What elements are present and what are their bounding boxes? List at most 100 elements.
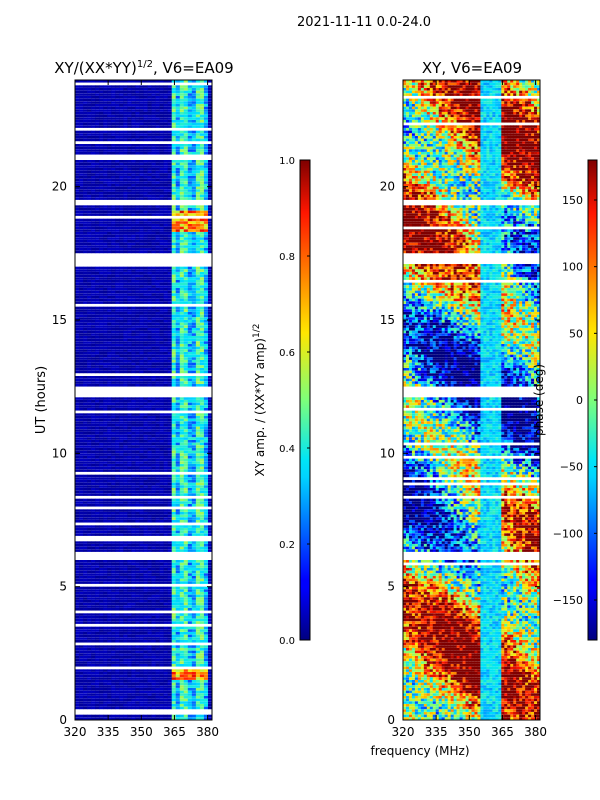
heatmap-cell: [187, 282, 193, 286]
heatmap-cell: [127, 146, 132, 150]
heatmap-cell: [179, 162, 185, 166]
heatmap-cell: [187, 368, 193, 371]
heatmap-cell: [167, 234, 173, 238]
heatmap-cell: [163, 90, 169, 94]
heatmap-cell: [79, 208, 84, 211]
heatmap-cell: [203, 448, 209, 451]
heatmap-cell: [155, 509, 160, 512]
heatmap-cell: [199, 298, 205, 302]
heatmap-cell: [187, 101, 193, 104]
heatmap-cell: [79, 168, 84, 171]
heatmap-cell: [171, 162, 177, 166]
heatmap-cell: [123, 317, 128, 320]
heatmap-cell: [115, 480, 120, 483]
heatmap-cell: [207, 336, 213, 339]
heatmap-cell: [167, 114, 173, 118]
heatmap-cell: [199, 192, 205, 195]
heatmap-cell: [95, 381, 100, 384]
heatmap-cell: [87, 277, 92, 280]
heatmap-cell: [107, 509, 112, 512]
heatmap-cell: [179, 130, 185, 134]
heatmap-cell: [147, 298, 152, 302]
heatmap-cell: [151, 384, 156, 387]
heatmap-cell: [111, 101, 116, 104]
heatmap-cell: [147, 493, 152, 496]
heatmap-cell: [119, 93, 124, 96]
heatmap-cell: [179, 528, 185, 531]
heatmap-cell: [167, 269, 173, 272]
heatmap-cell: [87, 528, 92, 531]
heatmap-cell: [123, 80, 128, 83]
heatmap-cell: [123, 488, 128, 491]
heatmap-cell: [131, 90, 136, 94]
heatmap-cell: [139, 384, 144, 387]
heatmap-cell: [159, 282, 164, 286]
heatmap-cell: [151, 333, 156, 336]
heatmap-cell: [171, 240, 177, 243]
heatmap-cell: [187, 232, 193, 235]
heatmap-cell: [123, 288, 128, 291]
heatmap-cell: [155, 474, 160, 478]
heatmap-cell: [103, 429, 108, 432]
heatmap-cell: [195, 416, 201, 419]
heatmap-cell: [151, 453, 156, 456]
heatmap-cell: [187, 306, 193, 310]
heatmap-cell: [79, 378, 84, 382]
heatmap-cell: [179, 381, 185, 384]
heatmap-cell: [175, 245, 181, 248]
heatmap-cell: [103, 453, 108, 456]
heatmap-cell: [111, 370, 116, 374]
heatmap-cell: [127, 378, 132, 382]
heatmap-cell: [171, 322, 177, 326]
heatmap-cell: [75, 533, 80, 536]
heatmap-cell: [135, 397, 140, 400]
heatmap-cell: [143, 474, 148, 478]
heatmap-cell: [107, 149, 112, 152]
heatmap-cell: [207, 349, 213, 352]
heatmap-cell: [139, 397, 144, 400]
heatmap-cell: [127, 296, 132, 299]
heatmap-cell: [111, 96, 116, 99]
heatmap-cell: [107, 328, 112, 331]
heatmap-cell: [115, 104, 120, 107]
heatmap-cell: [91, 186, 96, 190]
heatmap-cell: [79, 434, 84, 438]
heatmap-cell: [83, 520, 88, 523]
heatmap-cell: [119, 213, 124, 216]
heatmap-cell: [179, 469, 185, 472]
heatmap-cell: [107, 290, 112, 294]
heatmap-cell: [119, 138, 124, 142]
heatmap-cell: [143, 448, 148, 451]
heatmap-cell: [95, 90, 100, 94]
heatmap-cell: [99, 146, 104, 150]
heatmap-cell: [83, 269, 88, 272]
heatmap-cell: [139, 488, 144, 491]
heatmap-cell: [159, 514, 164, 518]
heatmap-cell: [183, 469, 189, 472]
heatmap-cell: [147, 346, 152, 350]
heatmap-cell: [75, 344, 80, 347]
heatmap-cell: [163, 282, 169, 286]
heatmap-cell: [207, 122, 213, 126]
heatmap-cell: [191, 282, 197, 286]
heatmap-cell: [183, 242, 189, 246]
heatmap-cell: [171, 186, 177, 190]
heatmap-cell: [91, 437, 96, 440]
heatmap-cell: [131, 437, 136, 440]
heatmap-cell: [103, 178, 108, 182]
heatmap-cell: [203, 192, 209, 195]
heatmap-cell: [207, 280, 213, 283]
heatmap-cell: [91, 528, 96, 531]
heatmap-cell: [191, 149, 197, 152]
heatmap-cell: [199, 229, 205, 232]
heatmap-cell: [195, 240, 201, 243]
heatmap-cell: [119, 354, 124, 358]
heatmap-cell: [83, 448, 88, 451]
heatmap-cell: [95, 168, 100, 171]
heatmap-cell: [163, 290, 169, 294]
heatmap-cell: [187, 226, 193, 230]
heatmap-cell: [107, 165, 112, 168]
heatmap-cell: [119, 501, 124, 504]
heatmap-cell: [123, 349, 128, 352]
heatmap-cell: [79, 368, 84, 371]
